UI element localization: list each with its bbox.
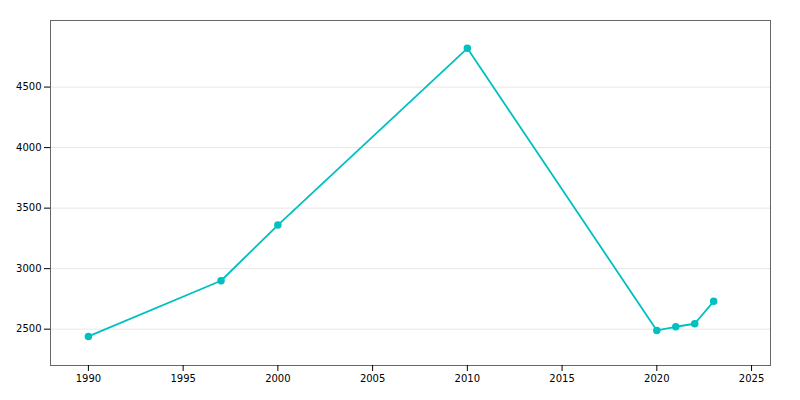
svg-text:4000: 4000 — [16, 142, 41, 153]
svg-text:2020: 2020 — [644, 373, 669, 384]
svg-text:1995: 1995 — [170, 373, 195, 384]
svg-text:2010: 2010 — [455, 373, 480, 384]
svg-text:3000: 3000 — [16, 263, 41, 274]
svg-text:2015: 2015 — [549, 373, 574, 384]
svg-text:1990: 1990 — [76, 373, 101, 384]
svg-text:2025: 2025 — [739, 373, 764, 384]
svg-text:3500: 3500 — [16, 202, 41, 213]
svg-text:2000: 2000 — [265, 373, 290, 384]
svg-text:4500: 4500 — [16, 81, 41, 92]
svg-text:2005: 2005 — [360, 373, 385, 384]
svg-text:2500: 2500 — [16, 323, 41, 334]
